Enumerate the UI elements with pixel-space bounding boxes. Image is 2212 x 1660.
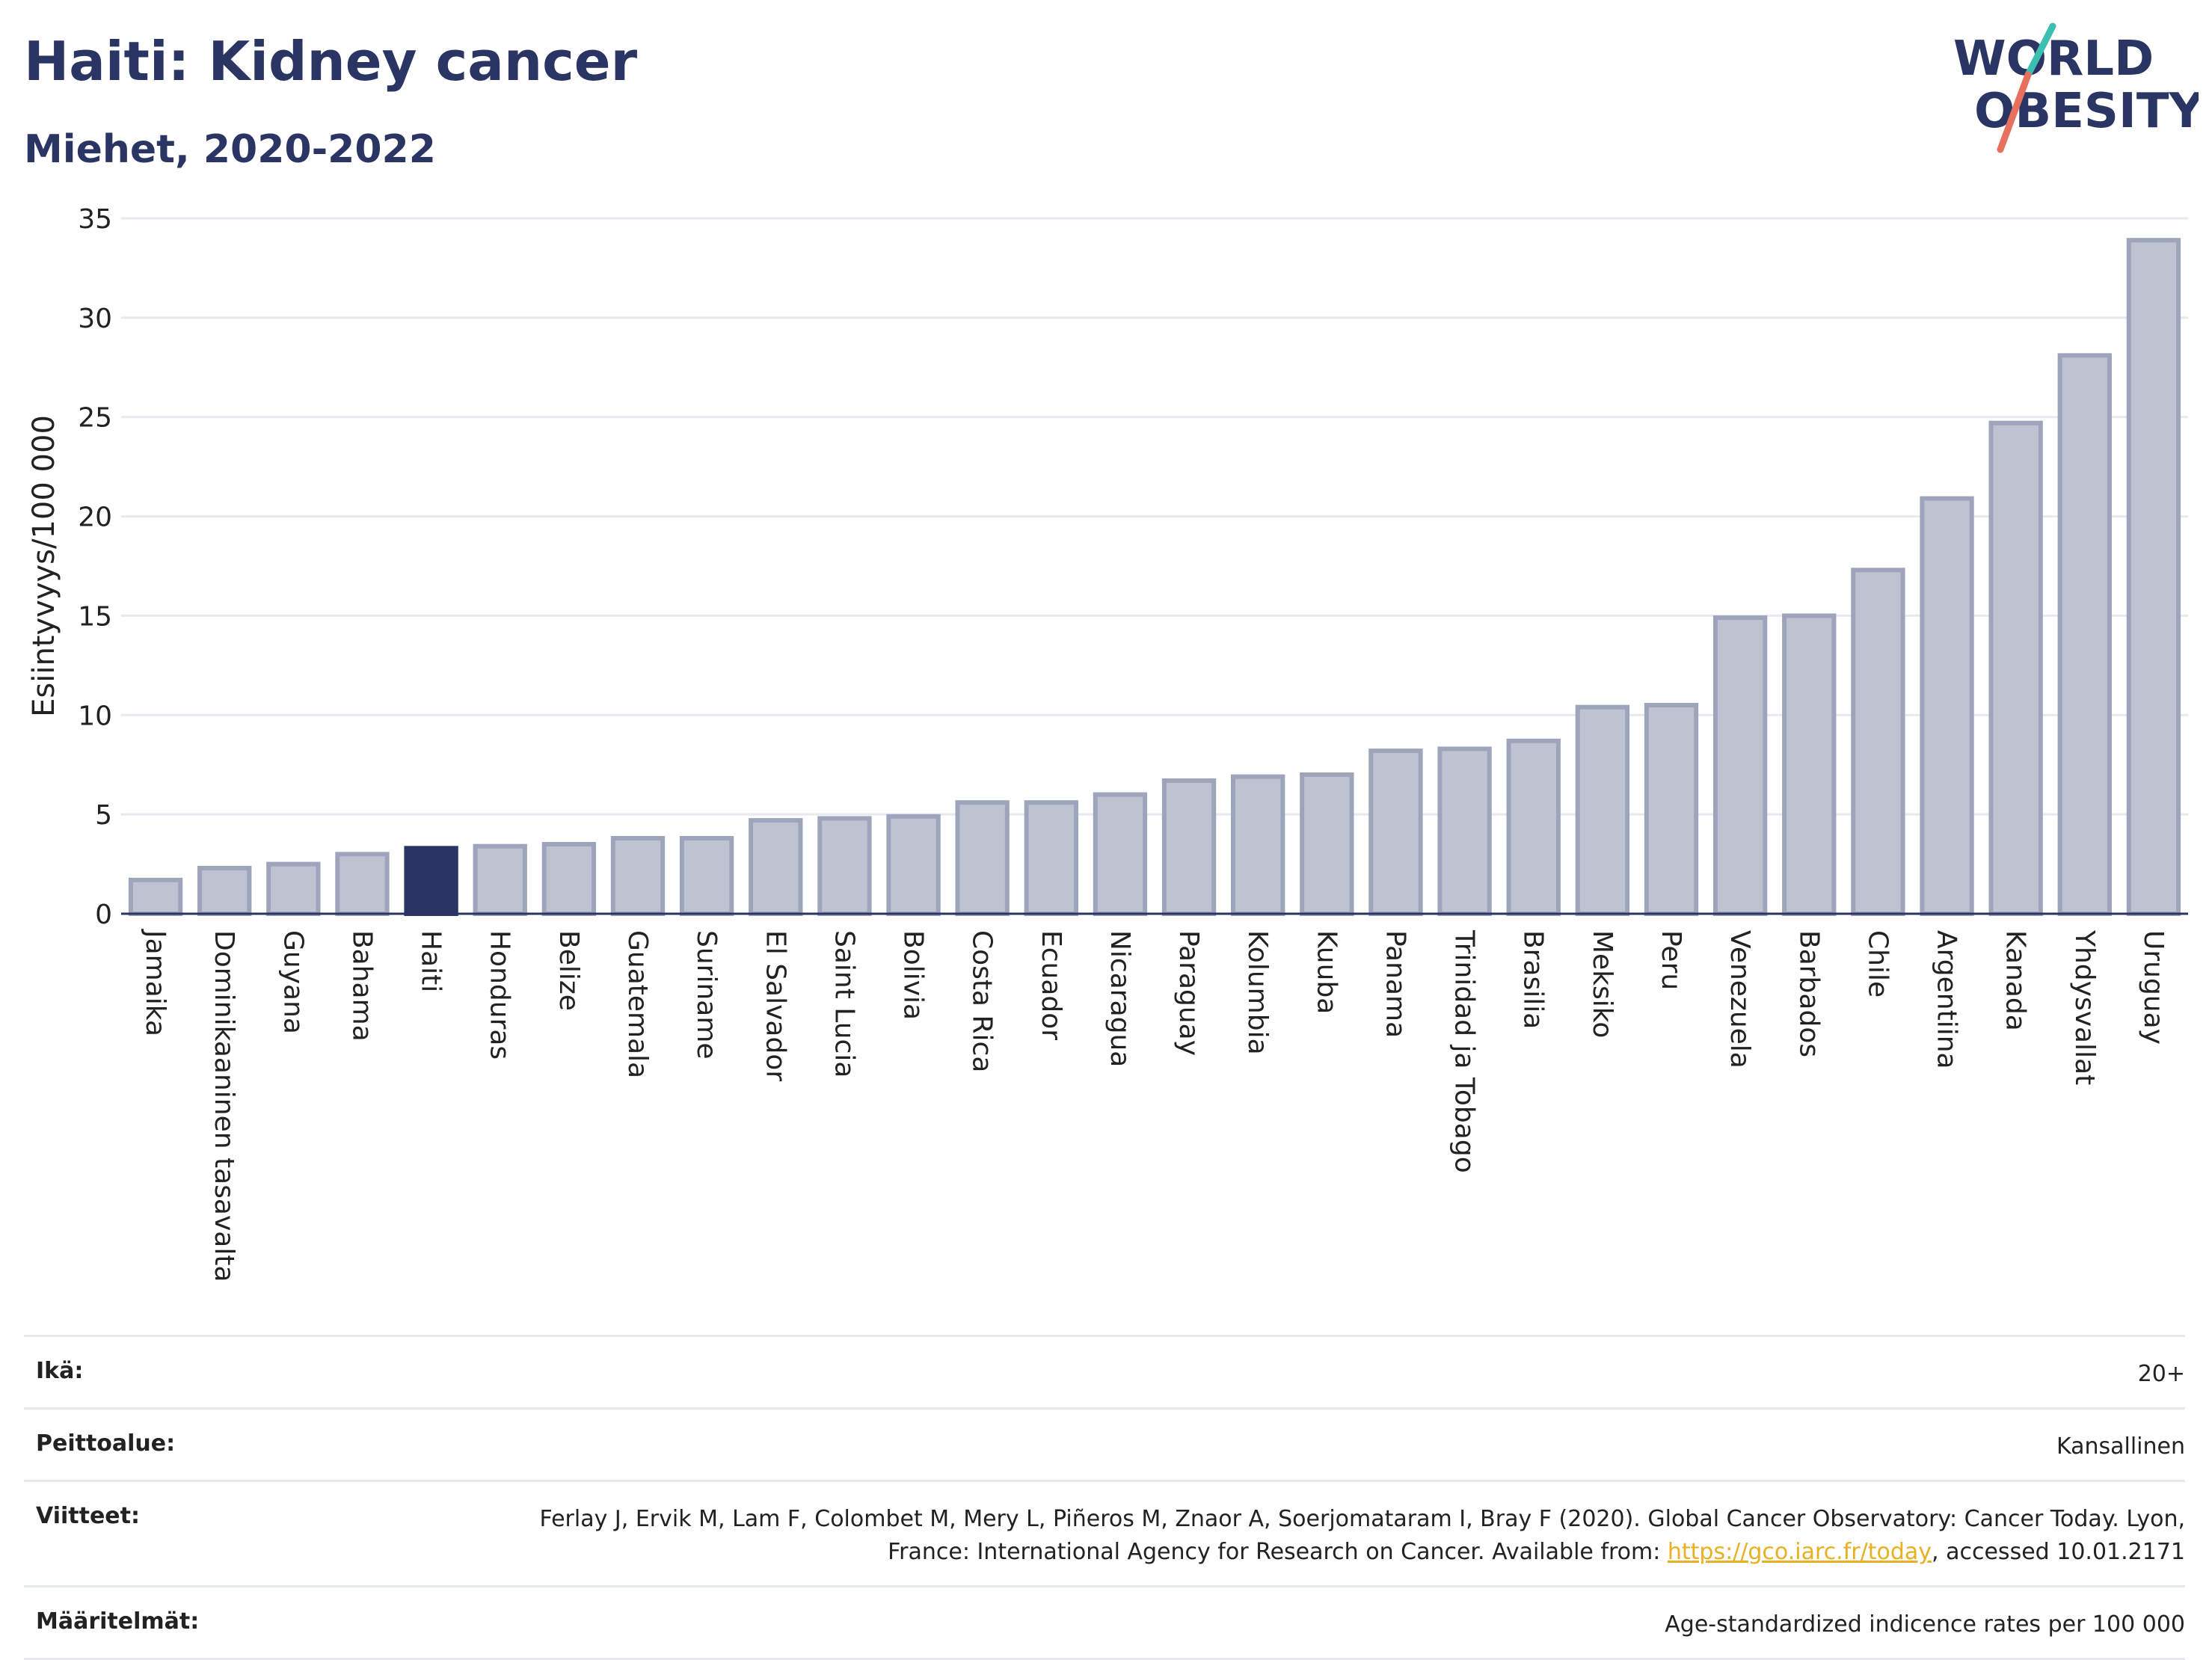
x-tick-label: Haiti <box>416 930 446 992</box>
meta-value: Ferlay J, Ervik M, Lam F, Colombet M, Me… <box>465 1503 2185 1569</box>
reference-text-start: Ferlay J, Ervik M, Lam F, Colombet M, Me… <box>539 1506 2185 1565</box>
bar-paraguay <box>1161 778 1217 916</box>
x-tick-label: Belize <box>553 930 584 1011</box>
meta-value: Kansallinen <box>2056 1433 2185 1460</box>
x-tick-label: Kuuba <box>1311 930 1342 1014</box>
y-tick-label: 15 <box>78 601 112 632</box>
meta-label: Määritelmät: <box>36 1608 200 1635</box>
bar-chile <box>1851 568 1905 916</box>
logo-slash-teal <box>2024 22 2056 79</box>
bar-jamaika <box>128 877 183 917</box>
bars-layer <box>128 238 2181 917</box>
meta-row: Ikä: 20+ <box>24 1335 2185 1407</box>
bar-costa-rica <box>955 800 1010 916</box>
grid-layer <box>121 217 2188 816</box>
bar-kuuba <box>1300 772 1354 916</box>
meta-row: Määritelmät: Age-standardized indicence r… <box>24 1585 2185 1660</box>
bar-trinidad-ja-tobago <box>1437 746 1492 917</box>
x-tick-label: Nicaragua <box>1105 930 1135 1067</box>
x-tick-label: Venezuela <box>1724 930 1755 1069</box>
x-tick-label: Bolivia <box>898 930 929 1020</box>
x-tick-label: Brasilia <box>1518 930 1549 1029</box>
world-obesity-logo: WORLD OBESITY <box>1953 22 2199 153</box>
bar-saint-lucia <box>817 816 872 917</box>
y-tick-label: 0 <box>95 900 112 930</box>
x-tick-label: Honduras <box>485 930 515 1060</box>
x-tick-label: Chile <box>1862 930 1893 997</box>
x-tick-label: Kolumbia <box>1242 930 1273 1055</box>
bar-kanada <box>1988 420 2043 916</box>
logo-line1: WORLD <box>1953 31 2154 87</box>
x-tick-label: Dominikaaninen tasavalta <box>209 930 239 1282</box>
x-tick-label: Costa Rica <box>967 930 998 1072</box>
reference-text-end: , accessed 10.01.2171 <box>1932 1539 2185 1565</box>
bar-dominikaaninen-tasavalta <box>197 865 252 917</box>
bar-guyana <box>266 861 321 916</box>
bar-guatemala <box>610 836 666 916</box>
x-tick-label: Guyana <box>277 930 308 1034</box>
chart-subtitle: Miehet, 2020-2022 <box>24 127 436 172</box>
bar-nicaragua <box>1093 792 1148 916</box>
meta-label: Viitteet: <box>36 1503 140 1529</box>
reference-link[interactable]: https://gco.iarc.fr/today <box>1667 1539 1932 1565</box>
bar-barbados <box>1782 613 1837 917</box>
metadata-table: Ikä: 20+ Peittoalue: Kansallinen Viitteet: Fe… <box>24 1335 2185 1660</box>
meta-value: Age-standardized indicence rates per 100… <box>1665 1611 2185 1638</box>
y-tick-label: 35 <box>78 204 112 235</box>
x-tick-label: Suriname <box>691 930 722 1060</box>
y-tick-label: 30 <box>78 304 112 334</box>
axis-layer: 0 5 10 15 20 25 30 35 <box>78 204 2188 930</box>
x-tick-label: Yhdysvallat <box>2069 929 2100 1085</box>
bar-peru <box>1644 703 1699 916</box>
x-tick-label: Jamaika <box>140 929 170 1036</box>
x-tick-label: Paraguay <box>1173 930 1204 1056</box>
x-tick-label: Ecuador <box>1036 930 1066 1040</box>
y-tick-label: 10 <box>78 701 112 731</box>
logo-slash-red <box>1997 71 2032 153</box>
meta-label: Ikä: <box>36 1358 84 1384</box>
bar-uruguay <box>2126 238 2181 916</box>
meta-row: Peittoalue: Kansallinen <box>24 1407 2185 1480</box>
bar-venezuela <box>1712 615 1768 916</box>
x-tick-label: Kanada <box>2000 930 2031 1031</box>
bar-bolivia <box>886 814 941 917</box>
meta-value: 20+ <box>2137 1361 2185 1387</box>
chart-title: Haiti: Kidney cancer <box>24 30 638 93</box>
x-tick-label: El Salvador <box>760 930 790 1081</box>
x-tick-label: Argentiina <box>1932 930 1962 1069</box>
meta-row: Viitteet: Ferlay J, Ervik M, Lam F, Colom… <box>24 1480 2185 1585</box>
labels-layer: Jamaika Dominikaaninen tasavalta Guyana Bah… <box>140 929 2169 1282</box>
bar-kolumbia <box>1231 774 1285 916</box>
y-tick-label: 20 <box>78 502 112 533</box>
x-tick-label: Panama <box>1380 930 1410 1038</box>
bar-chart: 0 5 10 15 20 25 30 35 Jamaika Dominikaaninen tas… <box>27 204 2188 1282</box>
bar-haiti <box>404 846 458 917</box>
x-tick-label: Guatemala <box>622 930 653 1078</box>
bar-brasilia <box>1506 738 1561 916</box>
bar-honduras <box>473 843 527 916</box>
y-axis-label: Esiintyvyys/100 000 <box>27 415 61 717</box>
x-tick-label: Meksiko <box>1587 930 1617 1038</box>
x-tick-label: Saint Lucia <box>829 930 859 1078</box>
bar-panama <box>1368 748 1423 916</box>
bar-suriname <box>679 836 734 916</box>
x-tick-label: Trinidad ja Tobago <box>1449 929 1480 1173</box>
bar-yhdysvallat <box>2057 353 2112 917</box>
x-tick-label: Uruguay <box>2138 930 2169 1045</box>
bar-meksiko <box>1575 704 1630 917</box>
meta-label: Peittoalue: <box>36 1430 176 1457</box>
x-tick-label: Bahama <box>346 930 377 1042</box>
bar-belize <box>541 842 597 916</box>
x-tick-label: Barbados <box>1793 930 1824 1057</box>
x-tick-label: Peru <box>1656 930 1686 990</box>
y-tick-label: 25 <box>78 403 112 434</box>
y-tick-label: 5 <box>95 800 112 831</box>
bar-argentiina <box>1920 496 1974 916</box>
bar-ecuador <box>1024 800 1078 916</box>
bar-bahama <box>335 852 390 917</box>
bar-el-salvador <box>749 818 803 916</box>
